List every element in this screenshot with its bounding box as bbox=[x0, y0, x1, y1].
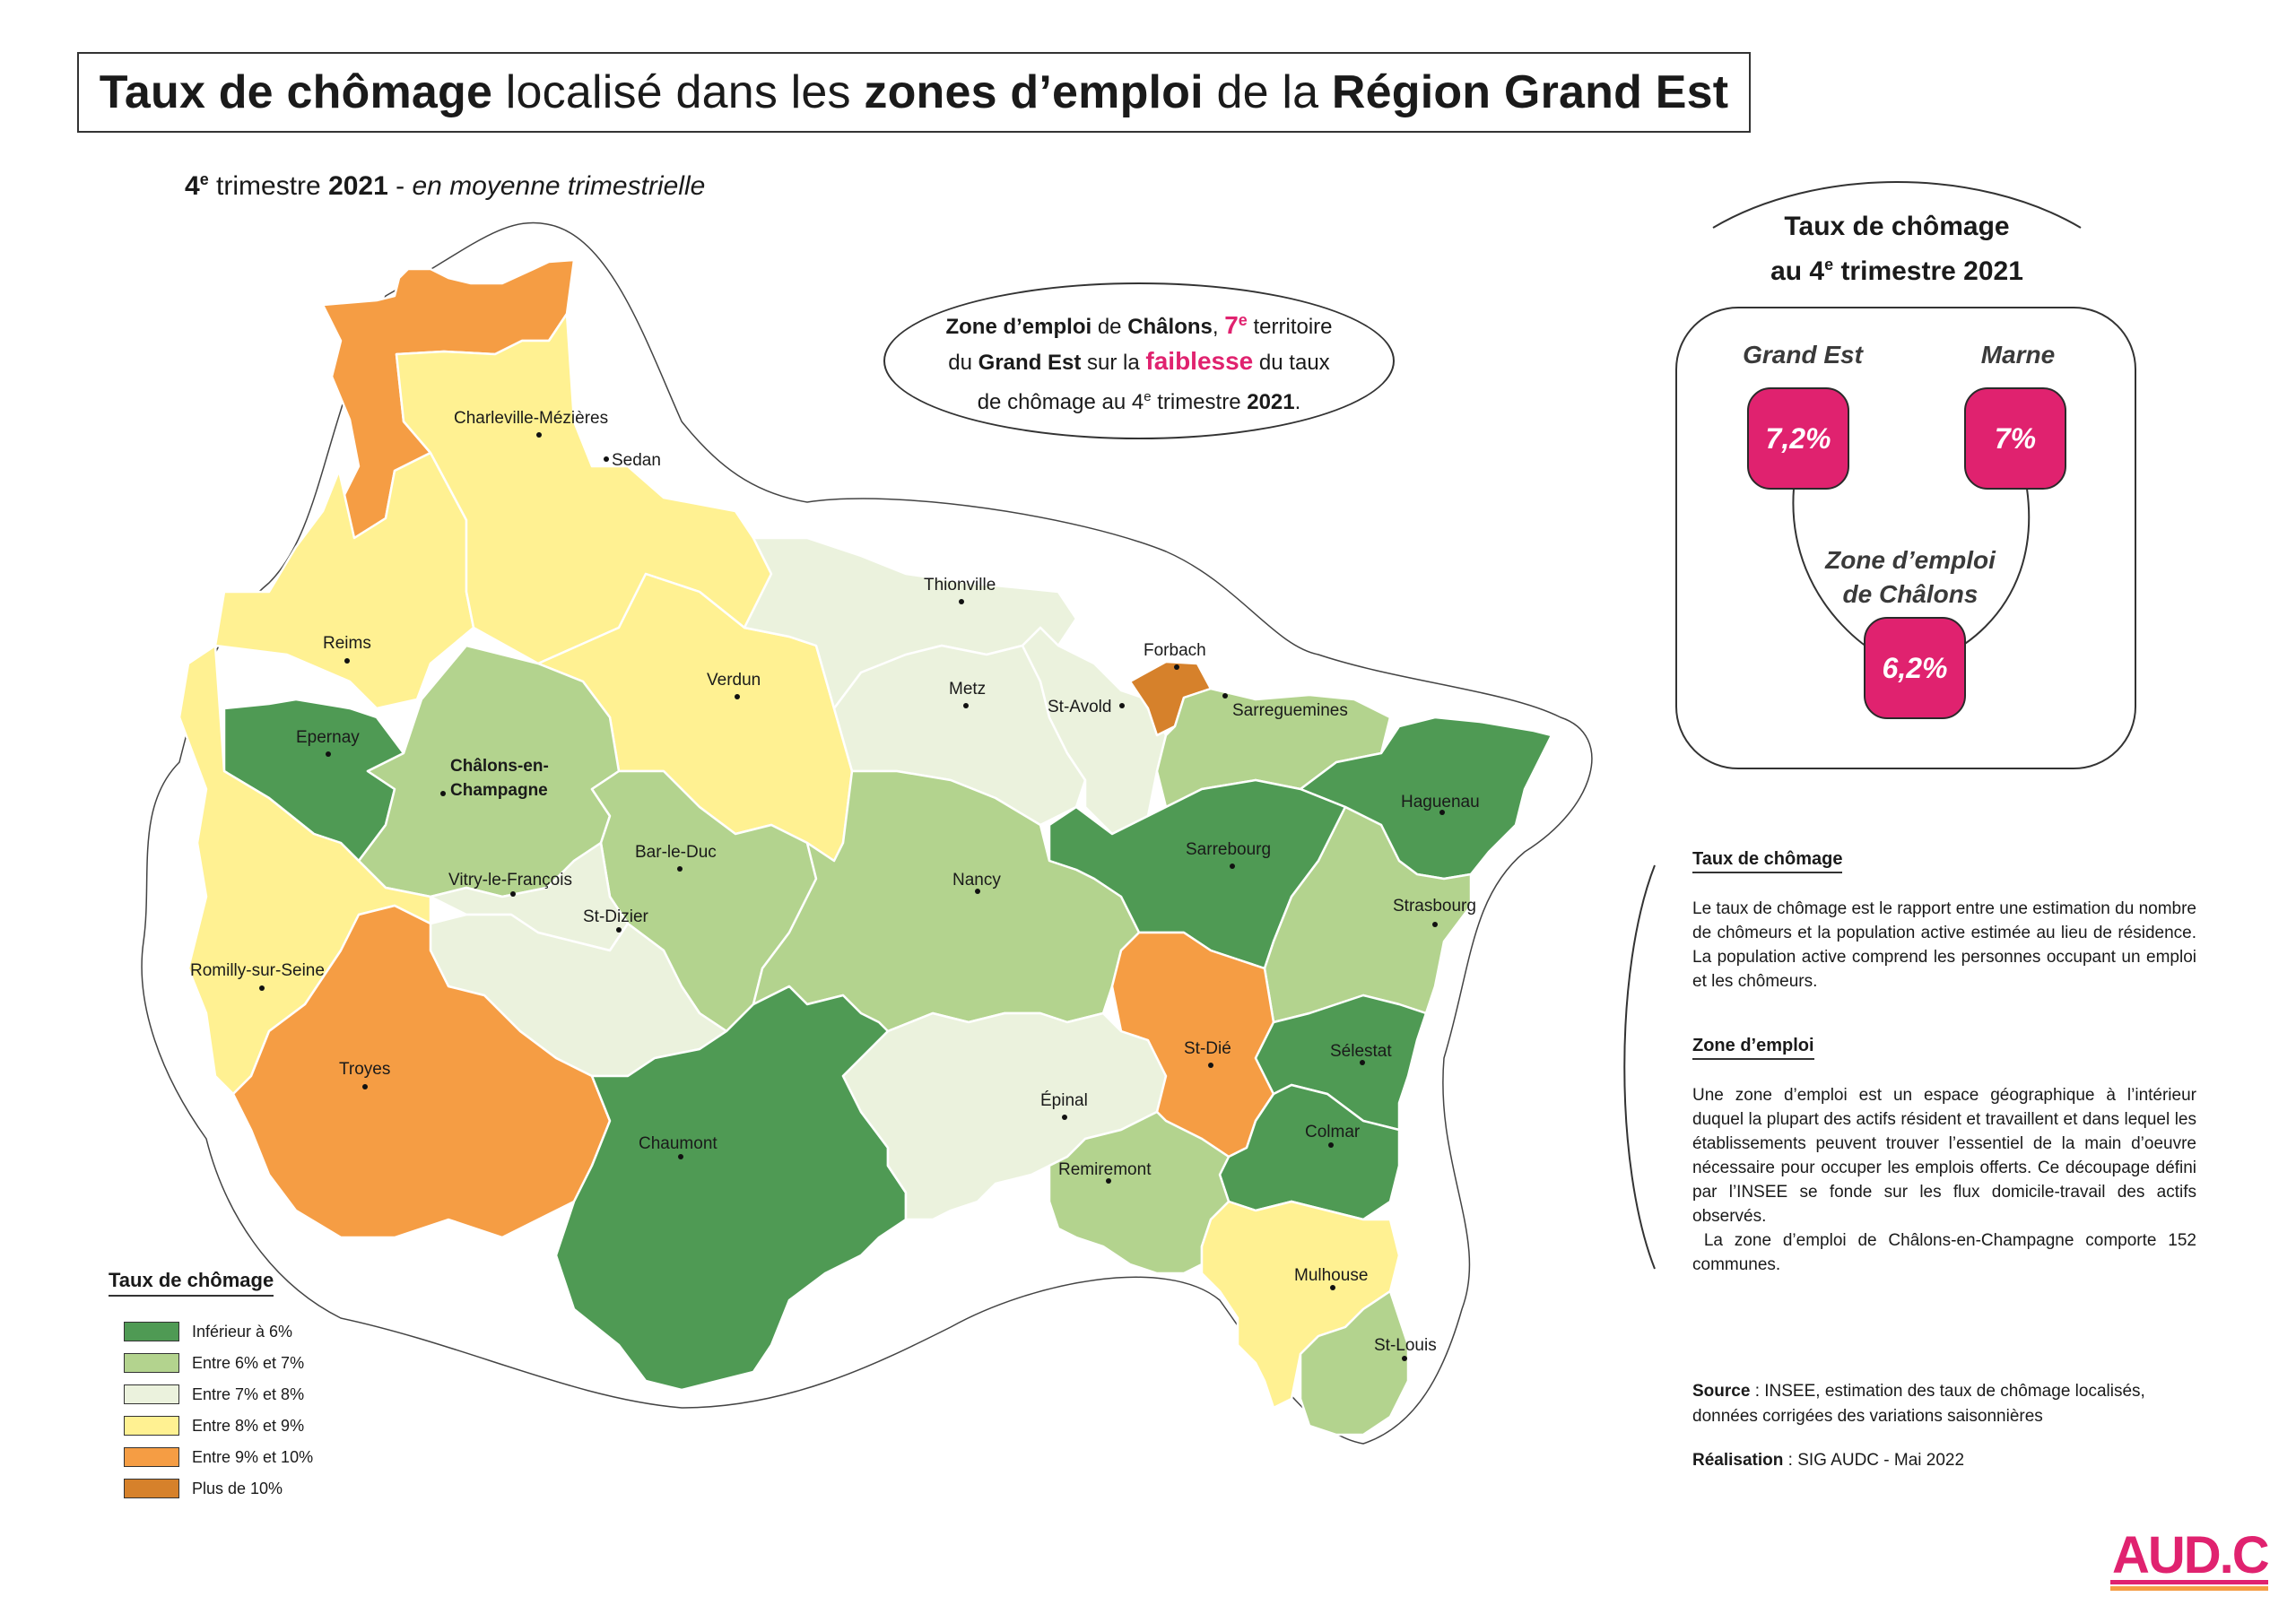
legend-swatch bbox=[124, 1322, 179, 1341]
city-epinal: Épinal bbox=[1040, 1091, 1088, 1110]
kpi-grand-est-value: 7,2% bbox=[1747, 387, 1849, 490]
city-vitry: Vitry-le-François bbox=[448, 871, 572, 890]
city-mulhouse: Mulhouse bbox=[1294, 1266, 1368, 1285]
city-st-die: St-Dié bbox=[1184, 1039, 1231, 1058]
legend-swatch bbox=[124, 1353, 179, 1373]
def-taux-head: Taux de chômage bbox=[1692, 849, 1843, 873]
legend-title: Taux de chômage bbox=[109, 1269, 274, 1297]
legend-item-gt10: Plus de 10% bbox=[124, 1478, 283, 1499]
city-verdun: Verdun bbox=[707, 671, 761, 690]
map-subtitle: 4e trimestre 2021 - en moyenne trimestri… bbox=[185, 170, 706, 201]
realisation-note: Réalisation : SIG AUDC - Mai 2022 bbox=[1692, 1451, 1965, 1470]
city-st-louis: St-Louis bbox=[1374, 1336, 1437, 1355]
city-charleville: Charleville-Mézières bbox=[454, 409, 608, 428]
chalons-callout: Zone d’emploi de Châlons, 7e territoire … bbox=[883, 282, 1395, 439]
city-forbach: Forbach bbox=[1144, 641, 1206, 660]
def-zone-head: Zone d’emploi bbox=[1692, 1036, 1814, 1060]
legend-item-6-7: Entre 6% et 7% bbox=[124, 1352, 304, 1374]
source-note: Source : INSEE, estimation des taux de c… bbox=[1692, 1382, 2151, 1426]
legend-item-lt6: Inférieur à 6% bbox=[124, 1321, 292, 1342]
svg-text:AUD.C: AUD.C bbox=[2112, 1526, 2268, 1584]
map-title: Taux de chômage localisé dans les zones … bbox=[77, 52, 1751, 133]
kpi-zone-value: 6,2% bbox=[1864, 617, 1966, 719]
city-chalons-line2: Champagne bbox=[450, 781, 548, 800]
city-sarrebourg: Sarrebourg bbox=[1186, 840, 1271, 859]
region-buffer-outline bbox=[141, 221, 1593, 1445]
legend-item-7-8: Entre 7% et 8% bbox=[124, 1384, 304, 1405]
city-st-dizier: St-Dizier bbox=[583, 907, 649, 926]
city-nancy: Nancy bbox=[952, 871, 1001, 890]
text-bracket-arc bbox=[1623, 864, 1656, 1270]
city-romilly: Romilly-sur-Seine bbox=[190, 961, 325, 980]
city-thionville: Thionville bbox=[924, 576, 996, 595]
city-chaumont: Chaumont bbox=[639, 1134, 718, 1153]
legend-swatch bbox=[124, 1416, 179, 1436]
legend-swatch bbox=[124, 1447, 179, 1467]
zone-st-louis bbox=[1299, 1289, 1410, 1436]
kpi-marne-label: Marne bbox=[1980, 341, 2056, 369]
legend-item-8-9: Entre 8% et 9% bbox=[124, 1415, 304, 1436]
def-zone-body: Une zone d’emploi est un espace géograph… bbox=[1692, 1086, 2202, 1274]
kpi-marne-value: 7% bbox=[1964, 387, 2066, 490]
city-troyes: Troyes bbox=[339, 1060, 390, 1079]
city-haguenau: Haguenau bbox=[1401, 793, 1480, 812]
audc-logo: AUD.C bbox=[2110, 1526, 2268, 1591]
city-st-avold: St-Avold bbox=[1048, 698, 1111, 716]
zone-st-avold bbox=[1021, 626, 1168, 836]
city-sarreguemines: Sarreguemines bbox=[1232, 701, 1348, 720]
legend-swatch bbox=[124, 1384, 179, 1404]
city-strasbourg: Strasbourg bbox=[1393, 897, 1476, 916]
zone-troyes bbox=[231, 904, 612, 1239]
legend-item-9-10: Entre 9% et 10% bbox=[124, 1446, 313, 1468]
city-selestat: Sélestat bbox=[1330, 1042, 1392, 1061]
city-epernay: Epernay bbox=[296, 728, 360, 747]
legend-swatch bbox=[124, 1479, 179, 1498]
city-sedan: Sedan bbox=[612, 451, 661, 470]
city-remiremont: Remiremont bbox=[1058, 1160, 1152, 1179]
city-bar-le-duc: Bar-le-Duc bbox=[635, 843, 717, 862]
zone-sedan bbox=[395, 312, 773, 665]
kpi-panel bbox=[1675, 307, 2136, 769]
kpi-grand-est-label: Grand Est bbox=[1743, 341, 1863, 369]
kpi-zone-label: Zone d’emploi de Châlons bbox=[1825, 546, 1996, 608]
kpi-arc bbox=[1712, 181, 2082, 229]
city-labels: Charleville-Mézières Sedan Reims Verdun … bbox=[190, 409, 1480, 1361]
city-metz: Metz bbox=[949, 680, 986, 699]
kpi-title: Taux de chômage au 4e trimestre 2021 bbox=[1770, 212, 2023, 286]
city-colmar: Colmar bbox=[1305, 1123, 1361, 1141]
def-taux-body: Le taux de chômage est le rapport entre … bbox=[1692, 899, 2196, 991]
city-reims: Reims bbox=[323, 634, 371, 653]
zone-reims bbox=[213, 451, 475, 710]
city-chalons-line1: Châlons-en- bbox=[450, 757, 549, 776]
